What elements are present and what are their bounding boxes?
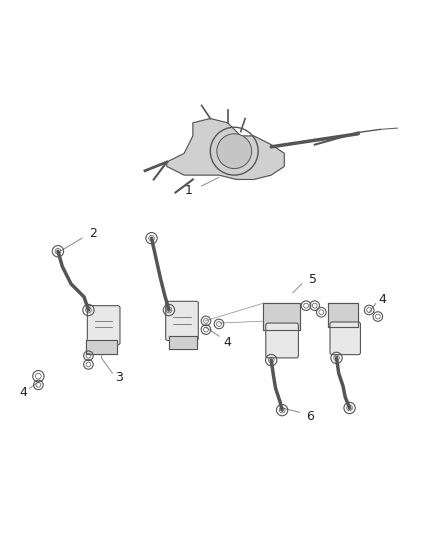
Text: 1: 1 [184, 184, 192, 197]
Polygon shape [167, 118, 284, 180]
FancyBboxPatch shape [87, 305, 120, 345]
Text: 4: 4 [19, 386, 27, 399]
Circle shape [217, 134, 252, 168]
FancyBboxPatch shape [330, 322, 360, 354]
Text: 6: 6 [307, 410, 314, 423]
Polygon shape [169, 336, 197, 349]
Text: 3: 3 [115, 371, 123, 384]
Text: 4: 4 [224, 336, 232, 349]
FancyBboxPatch shape [266, 323, 298, 358]
Polygon shape [86, 341, 117, 353]
Polygon shape [328, 303, 358, 327]
FancyBboxPatch shape [166, 301, 198, 341]
Text: 4: 4 [378, 293, 386, 305]
Text: 5: 5 [309, 273, 317, 286]
Polygon shape [262, 303, 300, 329]
Text: 2: 2 [89, 228, 97, 240]
